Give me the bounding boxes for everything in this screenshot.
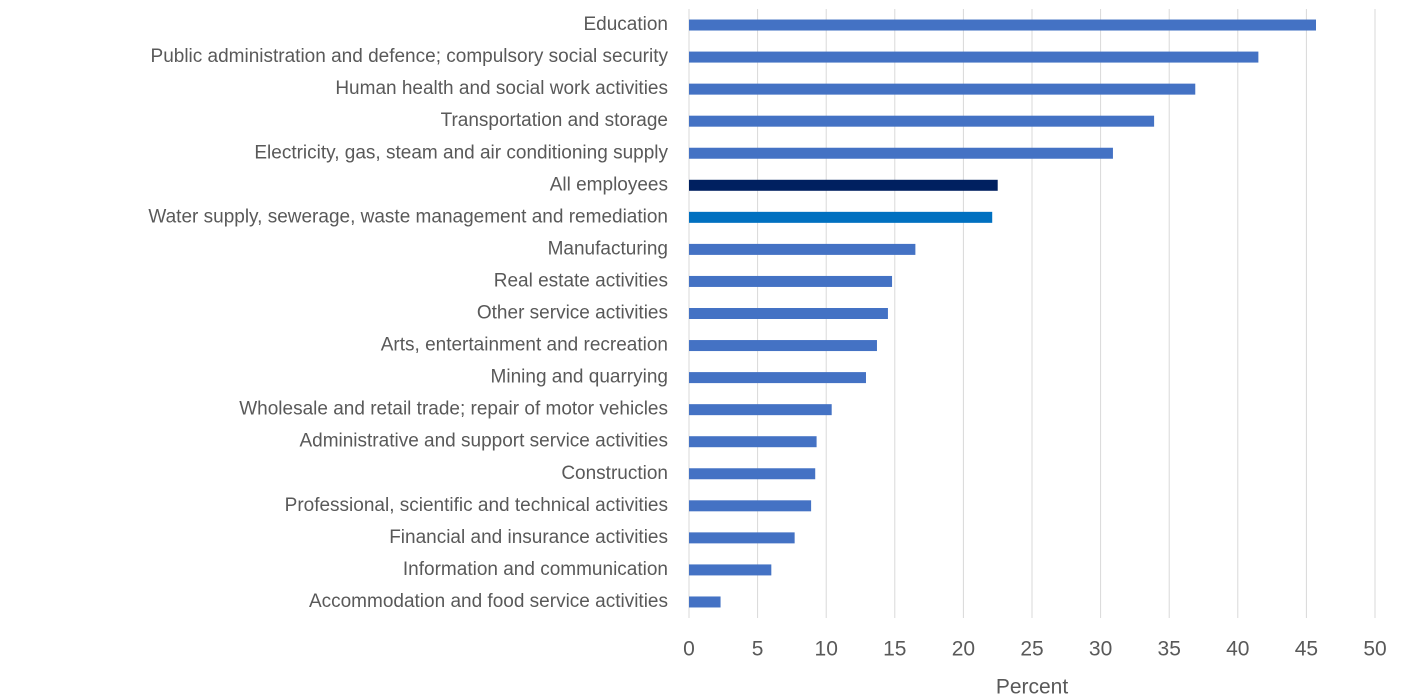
x-tick-label: 35 (1158, 638, 1181, 661)
y-tick-label: Administrative and support service activ… (299, 431, 668, 452)
y-tick-label: Transportation and storage (441, 110, 668, 131)
x-tick-label: 0 (683, 638, 695, 661)
x-tick-label: 20 (952, 638, 975, 661)
y-tick-label: Construction (561, 463, 668, 484)
x-tick-label: 30 (1089, 638, 1112, 661)
bar (689, 243, 916, 255)
y-tick-label: Other service activities (477, 303, 668, 324)
y-tick-label: Water supply, sewerage, waste management… (148, 206, 668, 227)
bar (689, 436, 817, 448)
bar (689, 147, 1113, 159)
bar (689, 372, 866, 384)
y-tick-label: Arts, entertainment and recreation (381, 335, 668, 356)
x-tick-label: 5 (752, 638, 764, 661)
y-tick-label: Real estate activities (494, 270, 668, 291)
y-tick-label: Public administration and defence; compu… (151, 46, 669, 67)
bar (689, 500, 812, 512)
bar (689, 51, 1259, 63)
x-tick-label: 15 (883, 638, 906, 661)
bar (689, 308, 888, 319)
bar (689, 19, 1317, 31)
x-tick-label: 25 (1020, 638, 1043, 661)
y-tick-label: Wholesale and retail trade; repair of mo… (239, 399, 668, 420)
y-tick-label: Mining and quarrying (491, 367, 668, 388)
x-tick-label: 10 (815, 638, 838, 661)
y-tick-label: Financial and insurance activities (389, 527, 668, 548)
x-axis-title: Percent (996, 676, 1069, 699)
y-tick-label: Electricity, gas, steam and air conditio… (254, 142, 668, 163)
x-tick-label: 45 (1295, 638, 1318, 661)
y-tick-label: Manufacturing (548, 238, 668, 259)
bar (689, 179, 998, 191)
bar (689, 404, 832, 416)
y-tick-label: Accommodation and food service activitie… (309, 591, 668, 612)
y-tick-label: Professional, scientific and technical a… (285, 495, 668, 516)
bar (689, 275, 893, 287)
bar (689, 211, 993, 223)
x-tick-label: 40 (1226, 638, 1249, 661)
x-tick-label: 50 (1363, 638, 1386, 661)
bar (689, 468, 816, 480)
y-tick-label: Information and communication (403, 559, 668, 580)
y-tick-label: All employees (550, 174, 668, 195)
bar (689, 532, 795, 544)
bar (689, 340, 877, 352)
bar (689, 596, 721, 608)
bar (689, 564, 772, 576)
y-tick-label: Education (583, 14, 668, 35)
bar (689, 83, 1196, 95)
bar (689, 115, 1155, 127)
y-tick-label: Human health and social work activities (335, 78, 668, 99)
